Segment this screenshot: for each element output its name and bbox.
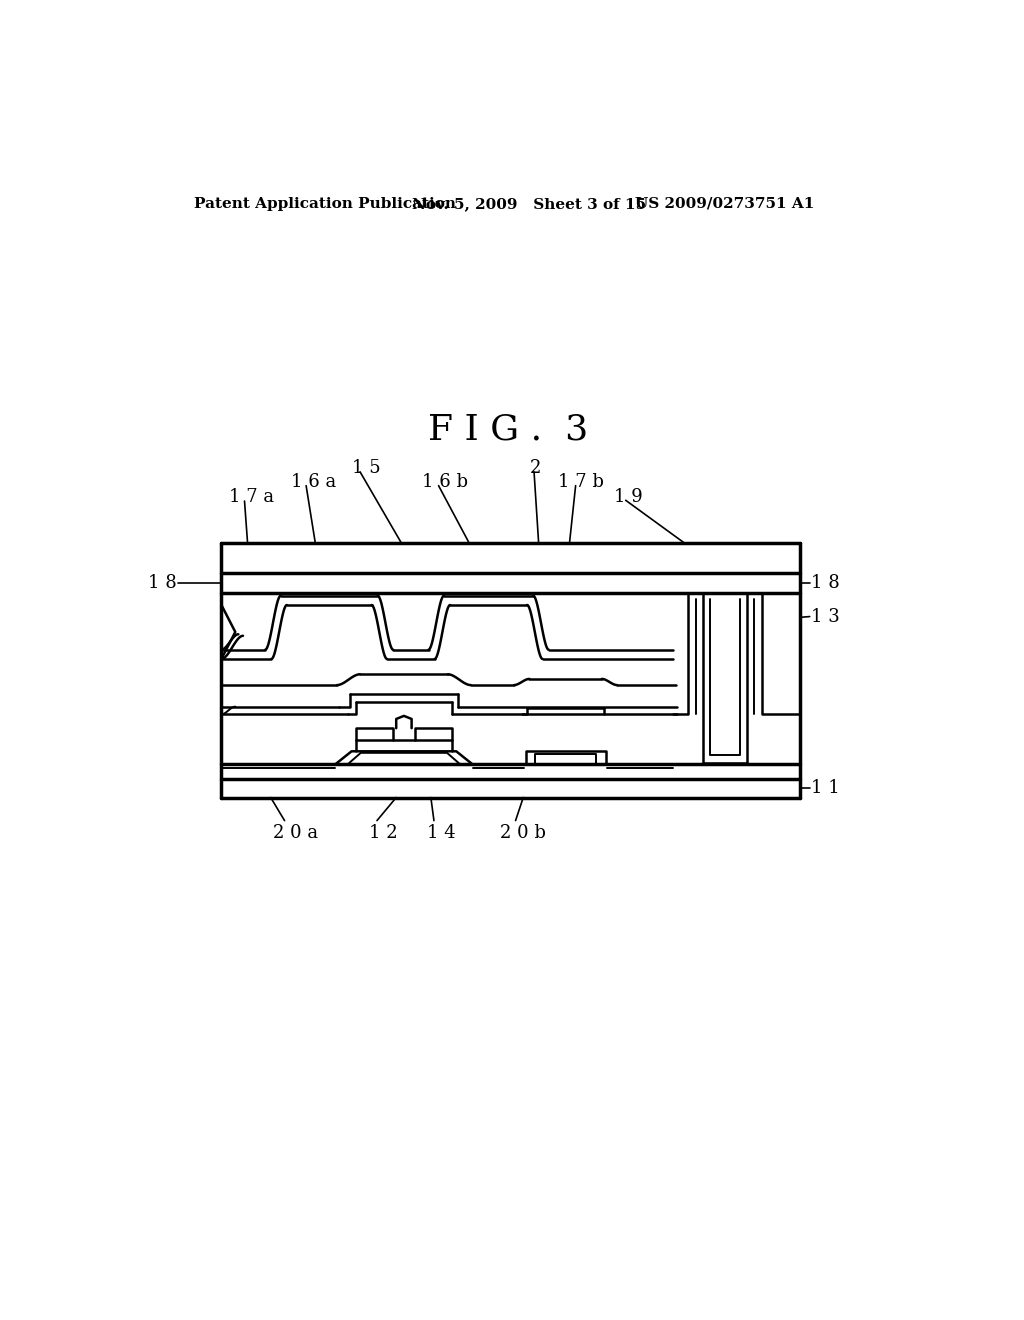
Text: US 2009/0273751 A1: US 2009/0273751 A1 [635, 197, 814, 211]
Text: 1 3: 1 3 [811, 607, 840, 626]
Text: 1 8: 1 8 [811, 574, 840, 591]
Text: 1 8: 1 8 [148, 574, 177, 591]
Text: 2 0 a: 2 0 a [273, 825, 318, 842]
Text: 1 5: 1 5 [352, 459, 381, 477]
Text: 1 4: 1 4 [427, 825, 456, 842]
Text: 1 1: 1 1 [811, 779, 840, 797]
Text: Nov. 5, 2009   Sheet 3 of 15: Nov. 5, 2009 Sheet 3 of 15 [412, 197, 646, 211]
Text: 1 7 b: 1 7 b [558, 473, 604, 491]
Text: 1 6 a: 1 6 a [291, 473, 336, 491]
Text: 1 2: 1 2 [370, 825, 398, 842]
Text: 2: 2 [529, 459, 541, 477]
Text: F I G .  3: F I G . 3 [428, 412, 588, 446]
Text: 1 7 a: 1 7 a [229, 488, 274, 506]
Text: 1 6 b: 1 6 b [422, 473, 468, 491]
Text: 2 0 b: 2 0 b [500, 825, 546, 842]
Text: 1 9: 1 9 [614, 488, 643, 506]
Text: Patent Application Publication: Patent Application Publication [194, 197, 456, 211]
